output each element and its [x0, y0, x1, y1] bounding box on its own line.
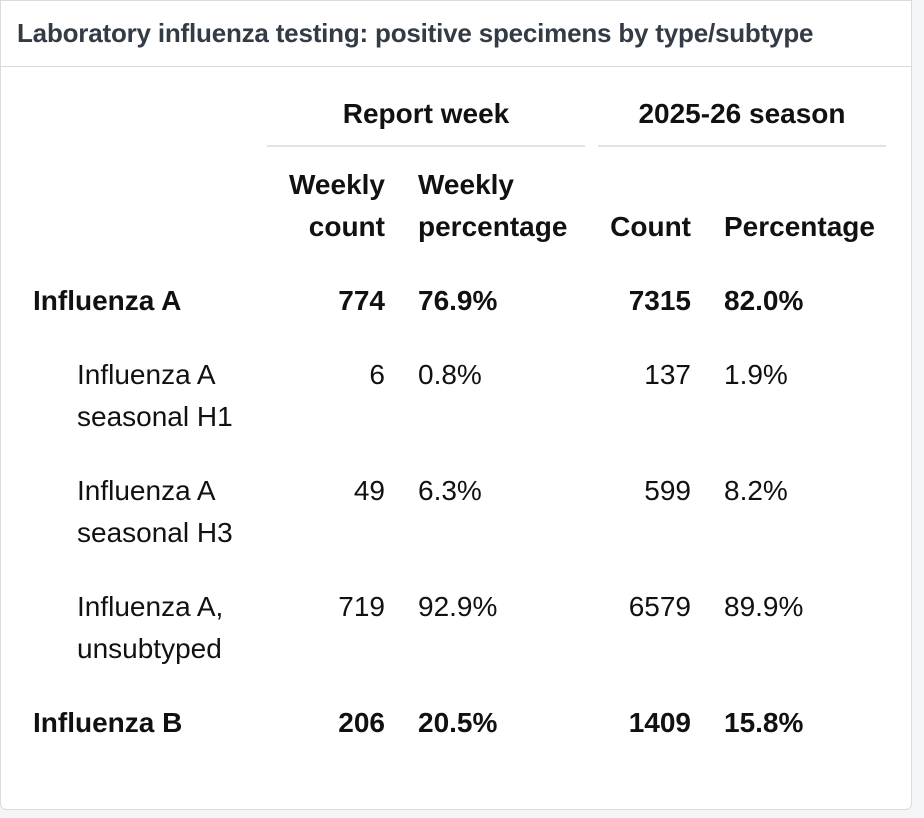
row-label-line1: Influenza A [77, 475, 216, 506]
cell-weekly-count: 774 [338, 285, 385, 316]
row-label-line1: Influenza A [77, 359, 216, 390]
col-header-count: Count [610, 211, 691, 242]
cell-season-percentage: 89.9% [724, 591, 804, 622]
positive-specimens-table: Report week 2025-26 season Weekly count … [1, 67, 913, 807]
cell-weekly-percentage: 92.9% [418, 591, 498, 622]
row-label-influenza-a-h3: Influenza A seasonal H3 [77, 470, 233, 554]
cell-season-count: 137 [644, 359, 691, 390]
col-header-weekly-percentage-line1: Weekly [418, 169, 514, 200]
cell-season-count: 7315 [628, 285, 691, 316]
group-header-report-week: Report week [342, 98, 510, 129]
cell-season-percentage: 15.8% [724, 707, 804, 738]
cell-season-count: 1409 [628, 707, 691, 738]
row-label-influenza-a: Influenza A [33, 285, 182, 316]
cell-weekly-count: 6 [369, 359, 385, 390]
row-label-line2: unsubtyped [77, 633, 222, 664]
cell-weekly-percentage: 20.5% [418, 707, 498, 738]
cell-season-count: 6579 [628, 591, 691, 622]
row-label-influenza-b: Influenza B [33, 707, 183, 738]
card-title: Laboratory influenza testing: positive s… [17, 18, 814, 48]
row-label-line1: Influenza A, [77, 591, 224, 622]
row-label-line2: seasonal H1 [77, 401, 233, 432]
col-header-weekly-count: Weekly count [271, 164, 385, 248]
col-header-weekly-count-line1: Weekly [289, 169, 385, 200]
influenza-table-card: Laboratory influenza testing: positive s… [0, 0, 912, 810]
col-header-weekly-count-line2: count [308, 211, 385, 242]
group-header-season: 2025-26 season [638, 98, 846, 129]
row-label-line2: seasonal H3 [77, 517, 233, 548]
cell-season-percentage: 82.0% [724, 285, 804, 316]
col-header-percentage: Percentage [724, 211, 875, 242]
cell-weekly-count: 719 [338, 591, 385, 622]
cell-weekly-percentage: 0.8% [418, 359, 482, 390]
cell-season-percentage: 1.9% [724, 359, 788, 390]
group-rule-season [598, 145, 886, 147]
col-header-weekly-percentage: Weekly percentage [418, 164, 567, 248]
row-label-influenza-a-unsubtyped: Influenza A, unsubtyped [77, 586, 223, 670]
cell-weekly-percentage: 6.3% [418, 475, 482, 506]
row-label-influenza-a-h1: Influenza A seasonal H1 [77, 354, 233, 438]
group-rule-report-week [267, 145, 585, 147]
cell-weekly-count: 206 [338, 707, 385, 738]
cell-season-count: 599 [644, 475, 691, 506]
col-header-weekly-percentage-line2: percentage [418, 211, 568, 242]
cell-weekly-count: 49 [353, 475, 385, 506]
card-header: Laboratory influenza testing: positive s… [1, 1, 911, 67]
cell-season-percentage: 8.2% [724, 475, 788, 506]
cell-weekly-percentage: 76.9% [418, 285, 498, 316]
